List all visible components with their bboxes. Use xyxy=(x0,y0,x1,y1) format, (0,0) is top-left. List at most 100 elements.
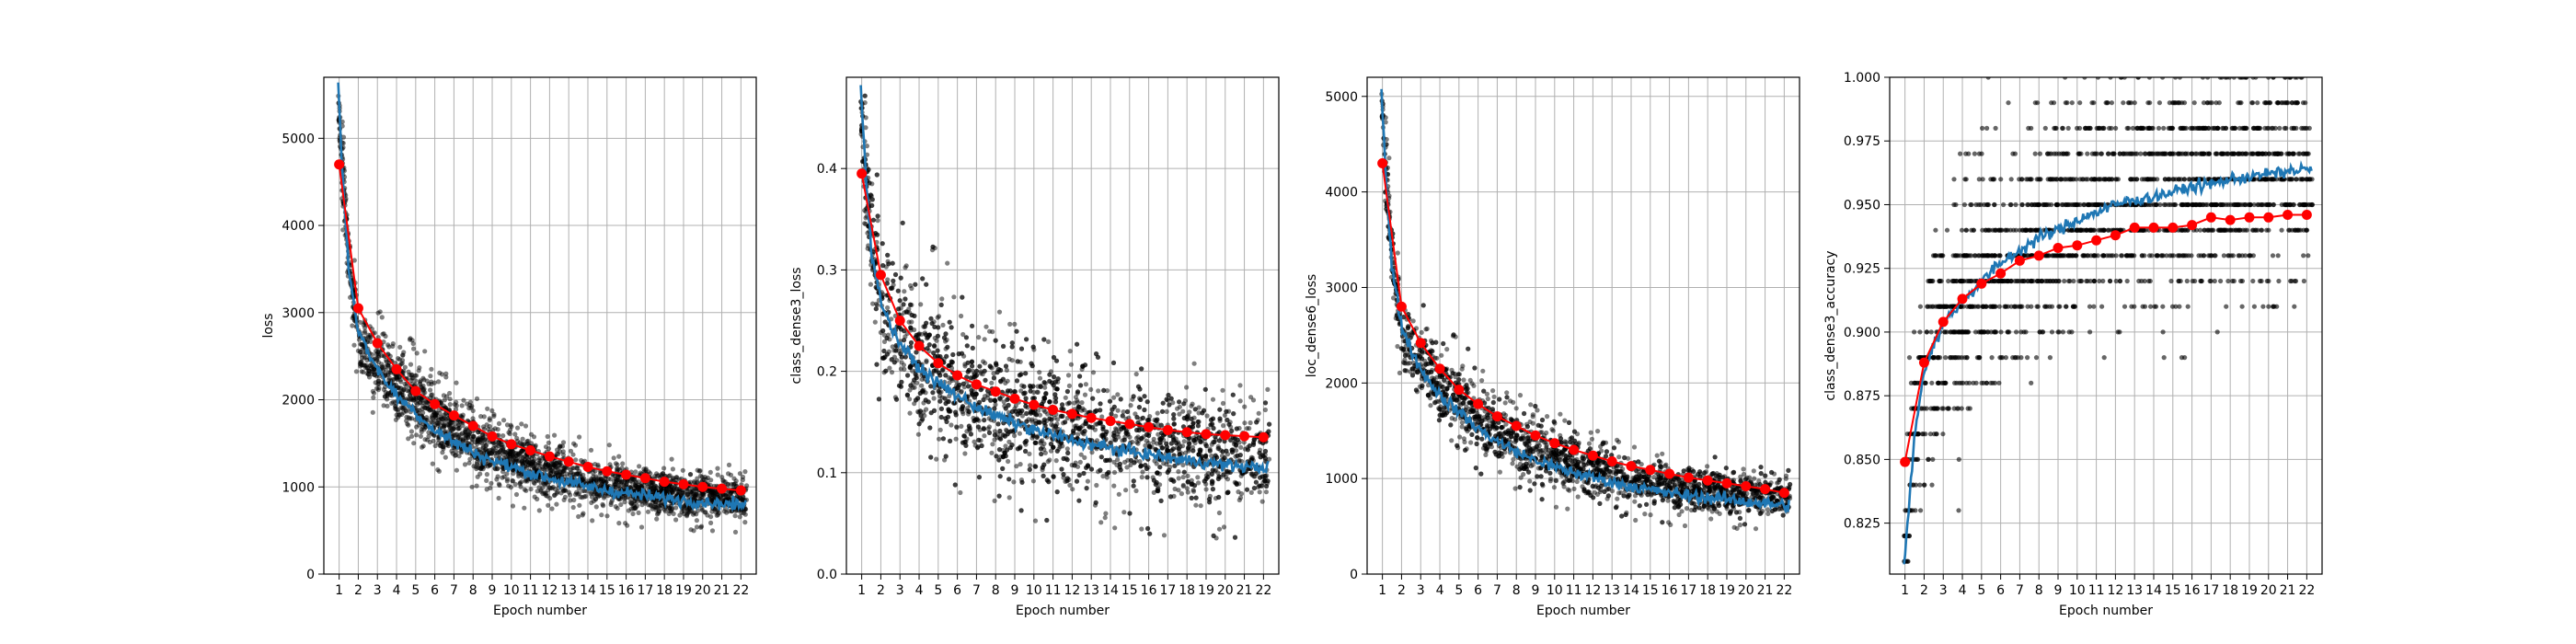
scatter-point xyxy=(1237,383,1243,388)
scatter-point xyxy=(1220,400,1226,406)
scatter-point xyxy=(1108,440,1114,445)
scatter-point xyxy=(615,477,621,482)
scatter-point xyxy=(515,425,521,431)
scatter-point xyxy=(981,426,986,431)
scatter-point xyxy=(436,379,442,385)
scatter-point xyxy=(439,400,444,406)
scatter-point xyxy=(1090,370,1097,375)
scatter-point xyxy=(489,480,494,486)
scatter-point xyxy=(1195,419,1201,425)
scatter-point xyxy=(1237,398,1243,404)
scatter-point xyxy=(935,333,941,339)
scatter-point xyxy=(1158,422,1164,428)
scatter-point xyxy=(487,418,492,423)
scatter-point xyxy=(1242,404,1248,409)
scatter-point xyxy=(1143,443,1148,448)
scatter-point xyxy=(981,359,986,364)
scatter-point xyxy=(872,319,878,325)
scatter-point xyxy=(1015,446,1020,452)
scatter-point xyxy=(941,335,948,340)
scatter-point xyxy=(443,429,448,434)
scatter-point xyxy=(520,454,525,460)
scatter-point xyxy=(863,215,868,221)
scatter-point xyxy=(1018,462,1023,467)
epoch-mean-point xyxy=(448,410,459,421)
scatter-point xyxy=(947,394,952,399)
scatter-point xyxy=(1183,450,1189,455)
y-tick-label: 5000 xyxy=(282,132,315,146)
scatter-point xyxy=(1196,480,1202,486)
axes-frame xyxy=(323,76,757,575)
scatter-point xyxy=(1171,416,1177,421)
x-tick-label: 8 xyxy=(469,583,477,598)
scatter-point xyxy=(648,471,653,477)
scatter-point xyxy=(998,436,1004,442)
scatter-point xyxy=(408,362,414,367)
scatter-point xyxy=(637,464,642,469)
scatter-point xyxy=(469,484,475,489)
scatter-point xyxy=(418,396,423,402)
scatter-point xyxy=(1030,433,1036,439)
scatter-point xyxy=(386,344,392,350)
scatter-point xyxy=(581,477,586,482)
scatter-point xyxy=(1253,471,1259,477)
scatter-point xyxy=(1256,410,1261,416)
scatter-point xyxy=(981,397,986,403)
scatter-point xyxy=(454,467,459,473)
scatter-point xyxy=(561,489,567,494)
scatter-point xyxy=(903,265,908,270)
scatter-point xyxy=(1028,463,1033,468)
scatter-point xyxy=(1198,503,1203,509)
scatter-point xyxy=(1111,395,1117,400)
scatter-point xyxy=(960,294,965,300)
scatter-point xyxy=(1172,486,1178,492)
scatter-point xyxy=(1175,406,1180,411)
scatter-point xyxy=(1015,359,1020,364)
scatter-point xyxy=(1225,477,1231,482)
scatter-point xyxy=(1128,462,1133,467)
scatter-point xyxy=(935,348,940,353)
scatter-point xyxy=(1082,392,1088,397)
scatter-point xyxy=(624,481,629,487)
scatter-point xyxy=(573,491,579,498)
scatter-point xyxy=(546,485,552,490)
scatter-point xyxy=(1052,392,1058,397)
scatter-point xyxy=(930,244,936,249)
scatter-point xyxy=(939,395,945,400)
scatter-point xyxy=(694,512,699,517)
scatter-point xyxy=(433,412,439,419)
scatter-point xyxy=(690,488,696,494)
scatter-point xyxy=(1058,413,1064,419)
scatter-point xyxy=(632,478,638,484)
x-tick-label: 19 xyxy=(675,583,692,598)
scatter-point xyxy=(447,397,453,402)
scatter-point xyxy=(976,437,982,443)
scatter-point xyxy=(666,504,672,510)
scatter-point xyxy=(903,309,909,315)
scatter-point xyxy=(1113,426,1119,431)
scatter-point xyxy=(495,466,500,471)
scatter-point xyxy=(993,402,998,408)
scatter-point xyxy=(511,450,516,455)
scatter-point xyxy=(431,438,436,443)
x-axis-label: Epoch number xyxy=(493,604,587,618)
scatter-point xyxy=(938,414,944,420)
scatter-point xyxy=(1187,409,1192,415)
x-tick-label: 21 xyxy=(714,583,730,598)
scatter-point xyxy=(864,144,870,149)
scatter-point xyxy=(1216,526,1223,532)
scatter-point xyxy=(710,489,716,495)
scatter-point xyxy=(351,342,357,348)
scatter-point xyxy=(1185,489,1190,495)
scatter-point xyxy=(935,315,940,320)
scatter-point xyxy=(442,415,447,420)
scatter-point xyxy=(455,434,461,440)
scatter-point xyxy=(443,410,448,416)
scatter-point xyxy=(408,416,415,421)
scatter-point xyxy=(694,518,700,523)
scatter-point xyxy=(1045,459,1051,465)
scatter-point xyxy=(1171,421,1177,427)
x-tick-label: 11 xyxy=(523,583,539,598)
scatter-point xyxy=(393,406,398,411)
scatter-point xyxy=(1068,362,1074,367)
